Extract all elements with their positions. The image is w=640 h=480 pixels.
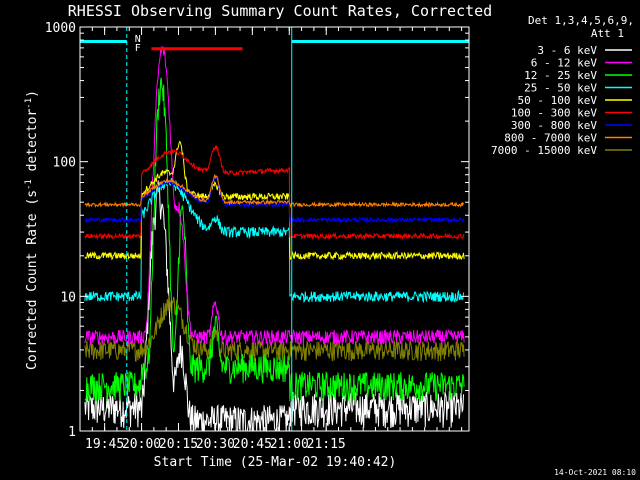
y-axis-label-sup2: -1 [24,98,34,109]
legend-label-9: 7000 - 15000 keV [491,144,597,157]
legend-label-3: 12 - 25 keV [524,69,597,82]
y-tick-label: 1000 [45,21,76,36]
y-tick-label: 10 [60,290,76,305]
flag-flare-label: F [135,43,141,54]
y-tick-label: 1 [68,425,76,440]
series-line-3 [84,77,465,402]
chart-title: RHESSI Observing Summary Count Rates, Co… [68,2,492,20]
legend-header-line2: Att 1 [591,27,624,40]
legend-label-5: 50 - 100 keV [518,94,598,107]
y-axis-label-mid: detector [25,109,40,180]
series-line-9 [84,295,465,363]
flag-night-label: N [135,34,141,45]
x-tick-label: 20:45 [233,437,272,452]
legend-label-8: 800 - 7000 keV [504,132,597,145]
series-layer [84,46,465,433]
y-axis-label-end: ) [25,90,40,98]
tick-layer: 1 10 100 1000 19:4520:0020:1520:3020:4521:00… [45,21,469,452]
x-tick-label: 21:00 [270,437,309,452]
legend-label-2: 6 - 12 keV [531,57,598,70]
plot-area: NF 110100100019:4520:0020:1520:3020:4521… [45,21,470,452]
plot-frame [79,26,470,432]
x-tick-label: 21:15 [307,437,346,452]
y-axis-label-sup1: -1 [24,179,34,190]
overlay-layer: NF [80,27,469,431]
series-line-8 [84,174,465,209]
x-tick-label: 20:30 [196,437,235,452]
legend-label-1: 3 - 6 keV [537,44,597,57]
legend-header-line1: Det 1,3,4,5,6,9, [528,14,634,27]
series-line-5 [84,140,465,261]
series-line-7 [84,174,465,224]
legend-label-4: 25 - 50 keV [524,82,597,95]
x-axis-label: Start Time (25-Mar-02 19:40:42) [154,455,397,470]
legend-label-6: 100 - 300 keV [511,107,597,120]
series-line-4 [84,177,465,304]
x-tick-label: 20:15 [159,437,198,452]
x-tick-label: 19:45 [85,437,124,452]
series-line-6 [84,145,465,241]
y-tick-label: 100 [53,156,76,171]
x-tick-label: 20:00 [122,437,161,452]
legend-label-7: 300 - 800 keV [511,119,597,132]
y-axis-label-main: Corrected Count Rate (s [25,190,40,370]
y-axis-label: Corrected Count Rate (s-1 detector-1) [24,90,40,370]
footer-date: 14-Oct-2021 08:10 [554,468,636,477]
series-line-2 [84,46,465,347]
